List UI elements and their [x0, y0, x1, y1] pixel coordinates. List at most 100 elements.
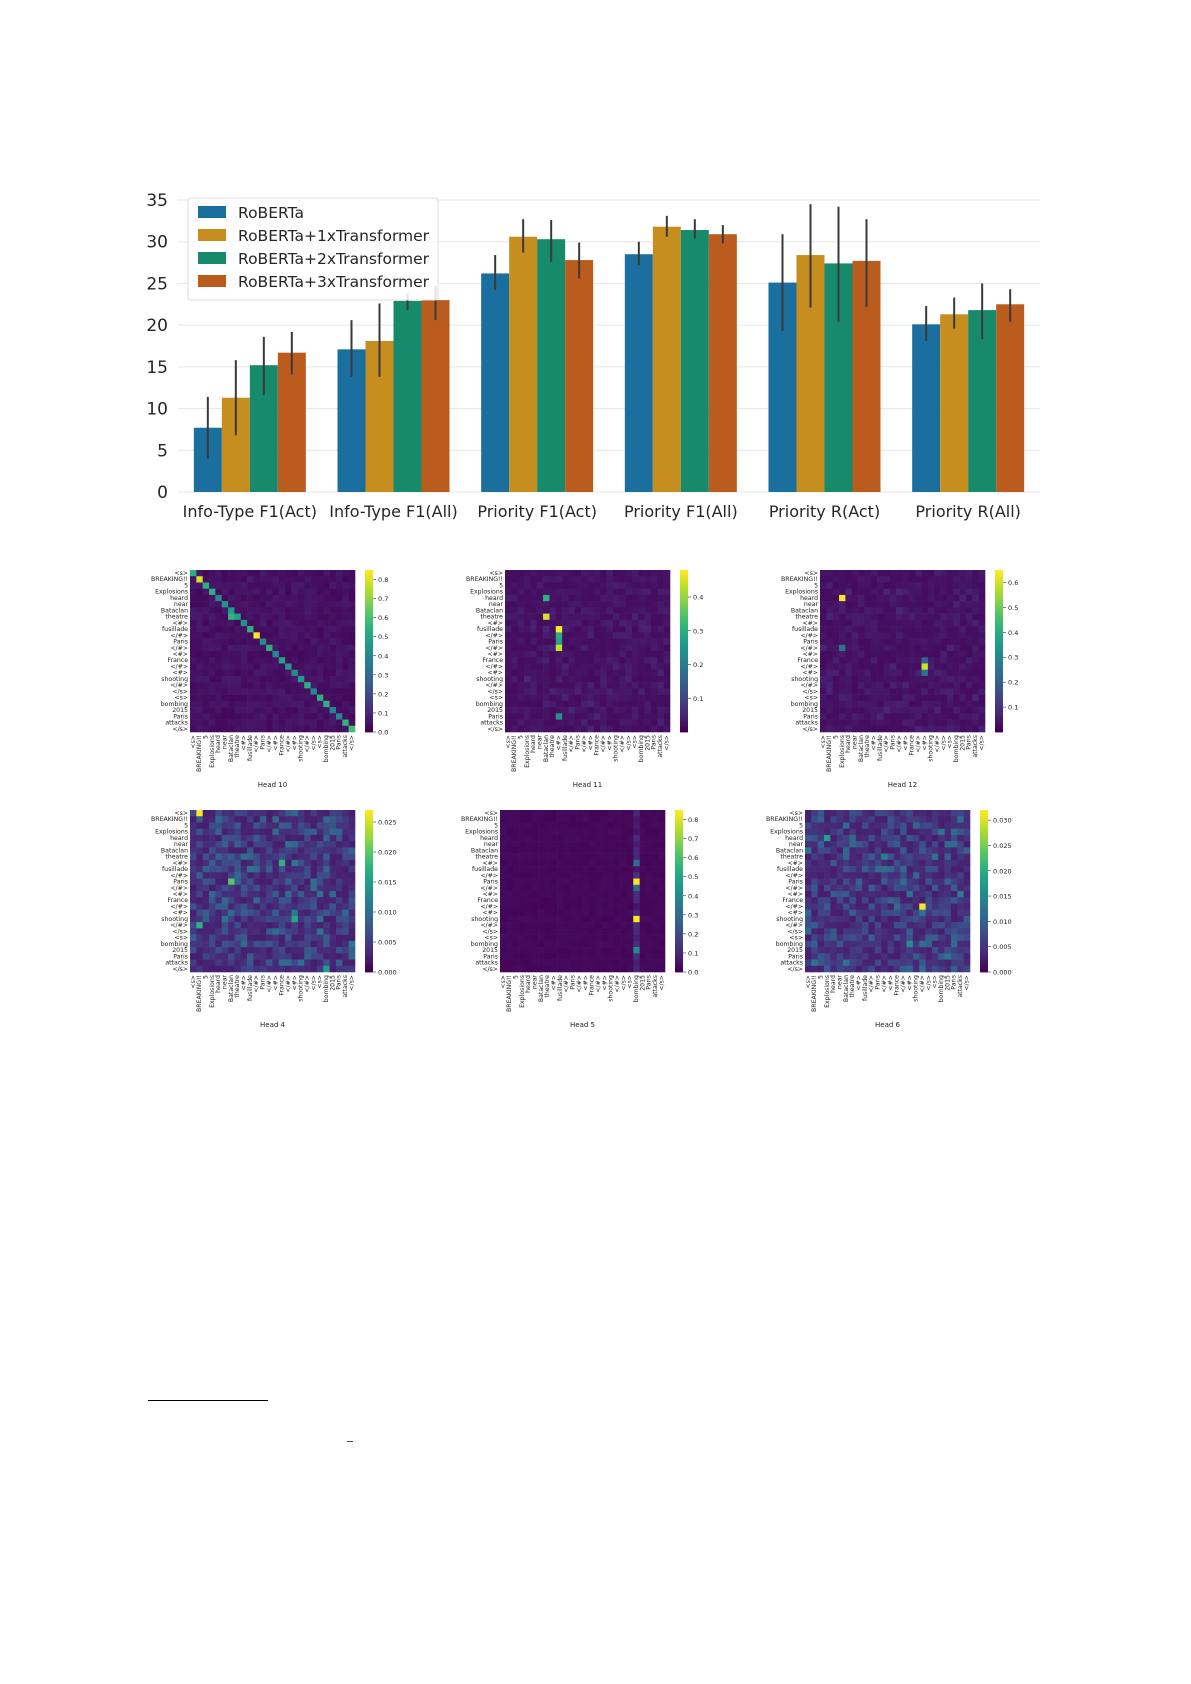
heatmap-cell	[297, 688, 305, 695]
heatmap-cell	[291, 688, 299, 695]
heatmap-cell	[957, 872, 964, 879]
heatmap-cell	[316, 810, 324, 817]
heatmap-cell	[519, 891, 526, 898]
heatmap-cell	[900, 841, 907, 848]
heatmap-cell	[843, 816, 850, 823]
heatmap-cell	[544, 878, 552, 886]
heatmap-cell	[940, 570, 948, 577]
colorbar-segment	[980, 950, 988, 954]
heatmap-cell	[906, 866, 914, 873]
heatmap-cell	[900, 903, 907, 910]
heatmap-cell	[607, 884, 615, 892]
heatmap-cell	[335, 847, 343, 854]
heatmap-cell	[335, 700, 343, 708]
heatmap-cell	[587, 619, 595, 627]
heatmap-cell	[323, 822, 330, 829]
heatmap-cell	[512, 816, 520, 823]
heatmap-cell	[342, 582, 349, 589]
heatmap-cell	[938, 947, 945, 954]
heatmap-cell	[348, 828, 356, 836]
heatmap-cell	[272, 651, 280, 658]
heatmap-cell	[877, 725, 884, 733]
heatmap-cell	[550, 947, 558, 954]
heatmap-cell	[657, 713, 664, 720]
heatmap-cell	[316, 694, 324, 702]
heatmap-cell	[915, 657, 922, 664]
heatmap-cell	[883, 644, 891, 652]
heatmap-x-tick-label: Paris	[336, 735, 343, 750]
heatmap-x-tick-label: Explosions	[519, 975, 526, 1008]
heatmap-cell	[601, 891, 609, 898]
heatmap-cell	[639, 810, 647, 817]
heatmap-cell	[196, 947, 203, 954]
heatmap-cell	[582, 853, 590, 861]
heatmap-cell	[500, 940, 507, 948]
heatmap-cell	[253, 576, 261, 583]
heatmap-x-tick-label: attacks	[957, 975, 964, 998]
heatmap-cell	[297, 613, 305, 621]
heatmap-cell	[278, 576, 286, 583]
heatmap-y-tick-label: shooting	[471, 916, 498, 923]
heatmap-cell	[310, 719, 318, 727]
heatmap-cell	[849, 816, 857, 823]
heatmap-cell	[500, 834, 507, 842]
colorbar-segment	[680, 672, 688, 676]
heatmap-cell	[240, 872, 248, 879]
heatmap-cell	[887, 928, 895, 935]
heatmap-cell	[849, 891, 857, 898]
heatmap-cell	[953, 607, 960, 614]
heatmap-y-tick-label: <#>	[172, 620, 188, 627]
heatmap-cell	[209, 588, 216, 596]
heatmap-cell	[297, 897, 305, 904]
heatmap-cell	[595, 928, 602, 935]
heatmap-cell	[908, 657, 916, 664]
heatmap-cell	[228, 619, 235, 627]
heatmap-cell	[965, 663, 973, 670]
heatmap-cell	[209, 847, 216, 854]
heatmap-cell	[342, 675, 349, 683]
heatmap-cell	[500, 822, 507, 829]
colorbar-segment	[995, 694, 1003, 698]
heatmap-cell	[329, 816, 337, 823]
heatmap-cell	[612, 675, 620, 683]
heatmap-cell	[259, 947, 267, 954]
heatmap-y-tick-label: Bataclan	[776, 847, 803, 854]
heatmap-cell	[950, 891, 958, 898]
heatmap-cell	[900, 965, 907, 973]
heatmap-cell	[588, 866, 596, 873]
heatmap-cell	[221, 570, 229, 577]
heatmap-cell	[202, 915, 210, 923]
heatmap-cell	[505, 601, 512, 608]
heatmap-cell	[657, 576, 664, 583]
heatmap-cell	[342, 576, 349, 583]
heatmap-cell	[209, 853, 216, 861]
heatmap-cell	[631, 694, 639, 702]
heatmap-cell	[512, 866, 520, 873]
heatmap-cell	[543, 607, 550, 614]
colorbar-segment	[675, 912, 683, 916]
heatmap-cell	[832, 582, 840, 589]
heatmap-cell	[940, 694, 948, 702]
heatmap-cell	[266, 810, 273, 817]
heatmap-cell	[316, 859, 324, 867]
heatmap-cell	[316, 688, 324, 695]
heatmap-cell	[538, 828, 545, 836]
heatmap-cell	[576, 866, 583, 873]
heatmap-cell	[843, 810, 850, 817]
heatmap-cell	[291, 947, 299, 954]
heatmap-cell	[908, 694, 916, 702]
heatmap-cell	[836, 810, 844, 817]
heatmap-cell	[190, 859, 197, 867]
heatmap-cell	[228, 822, 235, 829]
heatmap-cell	[291, 965, 299, 973]
colorbar-segment	[365, 618, 373, 622]
heatmap-cell	[202, 891, 210, 898]
heatmap-cell	[234, 725, 242, 733]
heatmap-cell	[234, 965, 242, 973]
heatmap-cell	[544, 915, 552, 923]
heatmap-cell	[826, 725, 833, 733]
heatmap-cell	[858, 570, 865, 577]
heatmap-cell	[247, 632, 254, 639]
heatmap-cell	[329, 688, 337, 695]
heatmap-cell	[902, 707, 910, 714]
